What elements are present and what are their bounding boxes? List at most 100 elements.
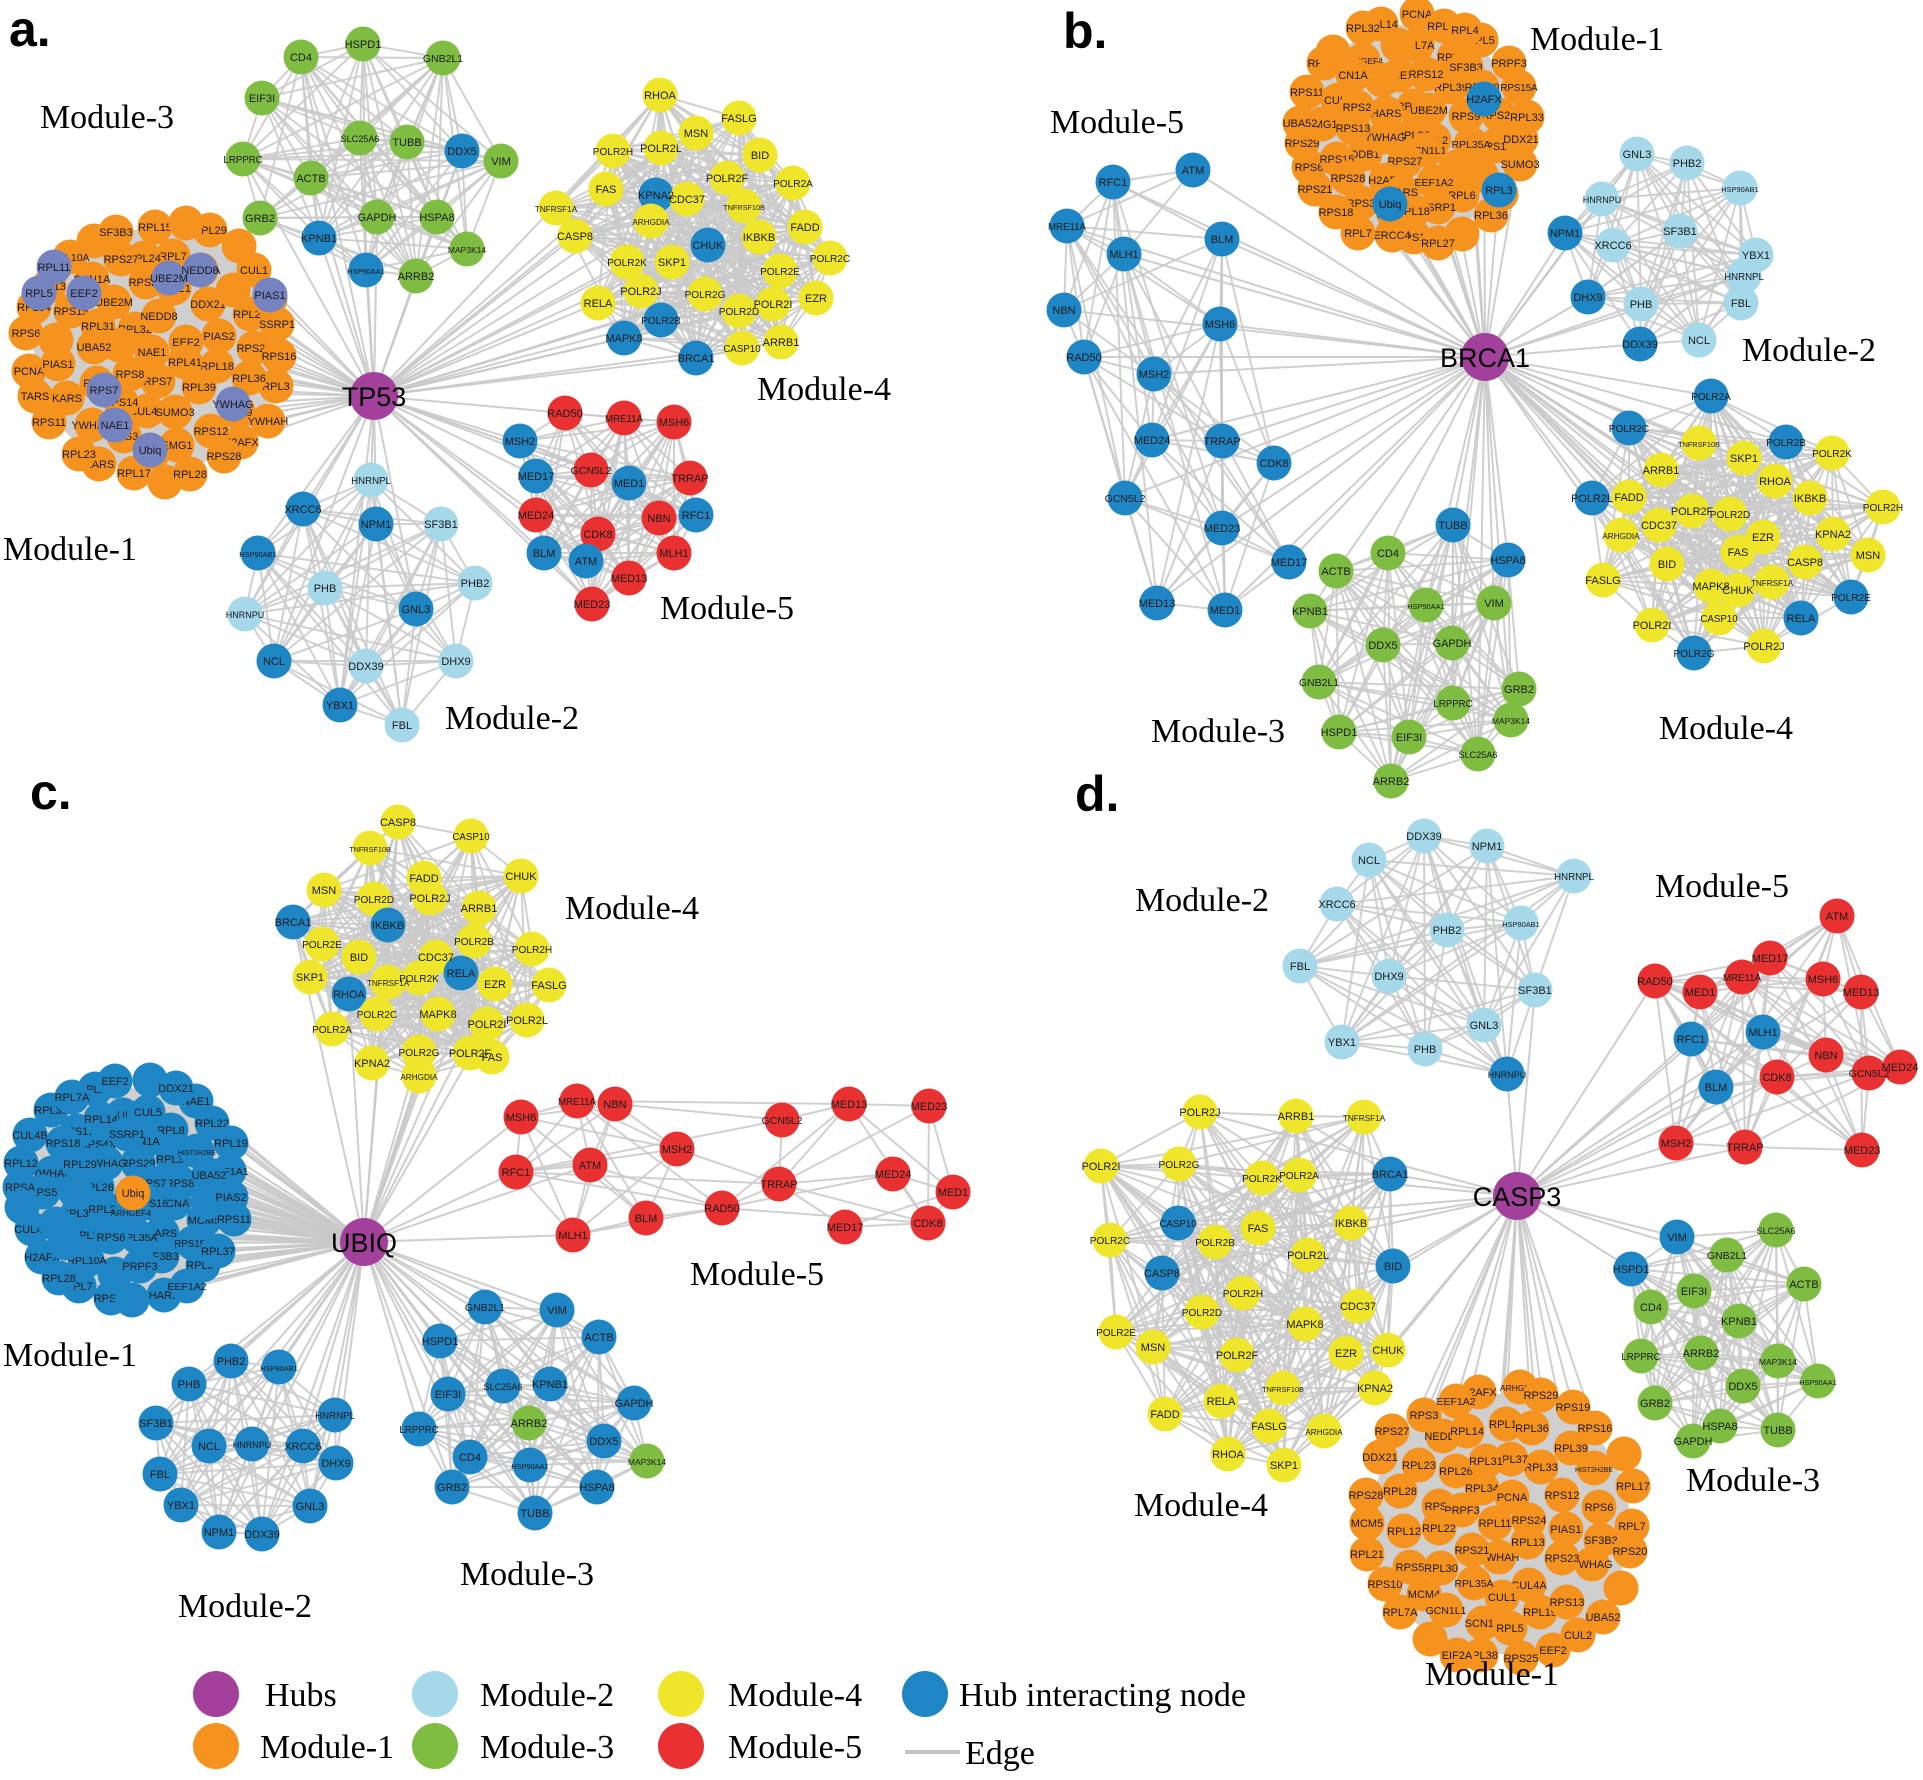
svg-text:RPL3: RPL3 (1485, 185, 1513, 197)
svg-text:TUBB: TUBB (392, 137, 421, 149)
svg-text:MLH1: MLH1 (1748, 1027, 1777, 1039)
svg-text:CDC37: CDC37 (1340, 1301, 1376, 1313)
svg-text:ARRB1: ARRB1 (461, 903, 498, 915)
svg-text:GCN5L2: GCN5L2 (571, 465, 612, 477)
svg-text:RPS21: RPS21 (1455, 1545, 1490, 1557)
svg-text:GRB2: GRB2 (245, 213, 275, 225)
svg-text:CN1A: CN1A (1338, 70, 1368, 82)
svg-text:RHOA: RHOA (644, 90, 676, 102)
svg-text:FBL: FBL (150, 1469, 170, 1481)
svg-text:MED23: MED23 (1204, 523, 1241, 535)
svg-text:POLR2K: POLR2K (1242, 1174, 1282, 1185)
svg-text:ACTB: ACTB (1789, 1279, 1818, 1291)
svg-text:a.: a. (9, 1, 51, 57)
svg-text:RPL30: RPL30 (1424, 1563, 1458, 1575)
svg-text:RPL41: RPL41 (168, 357, 202, 369)
svg-text:CHUK: CHUK (505, 871, 537, 883)
svg-text:MED24: MED24 (875, 1169, 912, 1181)
svg-text:RPL18: RPL18 (200, 361, 234, 373)
svg-text:RPS15A: RPS15A (174, 1239, 212, 1250)
svg-text:RPS27: RPS27 (1375, 1426, 1410, 1438)
svg-text:RPL7: RPL7 (1618, 1521, 1646, 1533)
svg-text:CUL5: CUL5 (134, 1107, 162, 1119)
svg-text:RPS27: RPS27 (104, 254, 139, 266)
svg-text:RPS28: RPS28 (1349, 1490, 1384, 1502)
svg-text:HSPA8: HSPA8 (419, 212, 454, 224)
svg-text:CHUK: CHUK (692, 240, 724, 252)
svg-text:HARS: HARS (1371, 108, 1402, 120)
svg-text:RPL4: RPL4 (1451, 25, 1479, 37)
svg-text:POLR2A: POLR2A (1691, 392, 1731, 403)
svg-text:RPL19: RPL19 (214, 1138, 248, 1150)
svg-text:ARHGEF4: ARHGEF4 (111, 1208, 151, 1218)
svg-text:Module-1: Module-1 (3, 531, 137, 568)
svg-text:SLC25A6: SLC25A6 (484, 1382, 523, 1392)
svg-text:HIST2H2BE: HIST2H2BE (178, 1150, 216, 1157)
svg-text:FADD: FADD (409, 873, 438, 885)
svg-text:RPS23: RPS23 (1545, 1553, 1580, 1565)
svg-text:GRB2: GRB2 (437, 1482, 467, 1494)
svg-text:RAD50: RAD50 (547, 408, 582, 420)
svg-text:PCNA: PCNA (1402, 9, 1433, 21)
svg-text:RPL34: RPL34 (1465, 1483, 1499, 1495)
svg-text:UBIQ: UBIQ (331, 1228, 397, 1258)
svg-text:ARHGDIA: ARHGDIA (1305, 1428, 1343, 1437)
svg-text:RPL36: RPL36 (232, 373, 266, 385)
svg-text:RPL14: RPL14 (84, 1114, 118, 1126)
svg-text:FASLG: FASLG (721, 113, 756, 125)
svg-text:POLR2D: POLR2D (1710, 510, 1750, 521)
svg-text:LRPPRC: LRPPRC (1433, 699, 1472, 710)
svg-text:DHX9: DHX9 (1573, 292, 1602, 304)
svg-text:Module-4: Module-4 (565, 890, 699, 927)
svg-text:RPS8: RPS8 (166, 1178, 195, 1190)
svg-text:MCM4: MCM4 (1408, 1589, 1440, 1601)
svg-text:SUMO3: SUMO3 (155, 407, 194, 419)
svg-text:CUL2: CUL2 (1564, 1630, 1592, 1642)
svg-text:GAPDH: GAPDH (1674, 1436, 1713, 1448)
svg-text:RPS8: RPS8 (116, 369, 145, 381)
svg-text:LRPPRC: LRPPRC (223, 155, 262, 166)
svg-text:RPS9: RPS9 (1452, 111, 1481, 123)
svg-text:Ubiq: Ubiq (139, 445, 162, 457)
svg-text:UBE2M: UBE2M (95, 297, 133, 309)
svg-text:FASLG: FASLG (1251, 1421, 1286, 1433)
svg-text:CHUK: CHUK (1372, 1345, 1404, 1357)
svg-text:EEF2: EEF2 (1539, 1645, 1567, 1657)
svg-text:MLH1: MLH1 (1109, 249, 1138, 261)
svg-text:EZR: EZR (1335, 1348, 1357, 1360)
svg-text:RPS11: RPS11 (1290, 87, 1324, 99)
svg-text:FADD: FADD (1150, 1409, 1179, 1421)
svg-text:HSPD1: HSPD1 (422, 1336, 459, 1348)
svg-text:TNFRSF1A: TNFRSF1A (1751, 579, 1794, 588)
svg-text:PIAS2: PIAS2 (215, 1192, 246, 1204)
svg-text:SF3B1: SF3B1 (1663, 226, 1697, 238)
svg-text:Ubiq: Ubiq (122, 1188, 145, 1200)
svg-text:NBN: NBN (603, 1099, 626, 1111)
svg-text:CUL1: CUL1 (1488, 1592, 1516, 1604)
svg-text:DDX39: DDX39 (348, 661, 383, 673)
svg-text:YWHAG: YWHAG (1364, 132, 1405, 144)
svg-text:ARRB1: ARRB1 (1643, 465, 1680, 477)
svg-text:DDX21: DDX21 (1503, 134, 1538, 146)
svg-text:HNRNPU: HNRNPU (1583, 195, 1622, 205)
svg-text:BID: BID (350, 952, 368, 964)
svg-text:TNFRSF10B: TNFRSF10B (1678, 440, 1720, 449)
svg-text:CD4: CD4 (290, 52, 312, 64)
svg-text:ACTB: ACTB (584, 1332, 613, 1344)
svg-text:CD4: CD4 (1377, 548, 1399, 560)
svg-text:NCL: NCL (198, 1441, 220, 1453)
svg-text:MED17: MED17 (827, 1222, 864, 1234)
svg-text:VIM: VIM (1484, 598, 1504, 610)
svg-text:RPS3: RPS3 (1410, 1410, 1439, 1422)
svg-text:SLC25A6: SLC25A6 (1459, 750, 1498, 760)
svg-text:RPL27: RPL27 (1421, 238, 1455, 250)
svg-text:RPS3: RPS3 (1347, 198, 1376, 210)
svg-text:NAE1: NAE1 (101, 420, 130, 432)
svg-text:MSH6: MSH6 (659, 417, 690, 429)
svg-text:POLR2L: POLR2L (1287, 1250, 1329, 1262)
svg-text:PRPF3: PRPF3 (1444, 1505, 1479, 1517)
svg-text:POLR2B: POLR2B (454, 937, 494, 948)
svg-text:SKP1: SKP1 (1730, 453, 1758, 465)
svg-text:MCM5: MCM5 (1351, 1518, 1383, 1530)
svg-text:MSN: MSN (684, 128, 709, 140)
